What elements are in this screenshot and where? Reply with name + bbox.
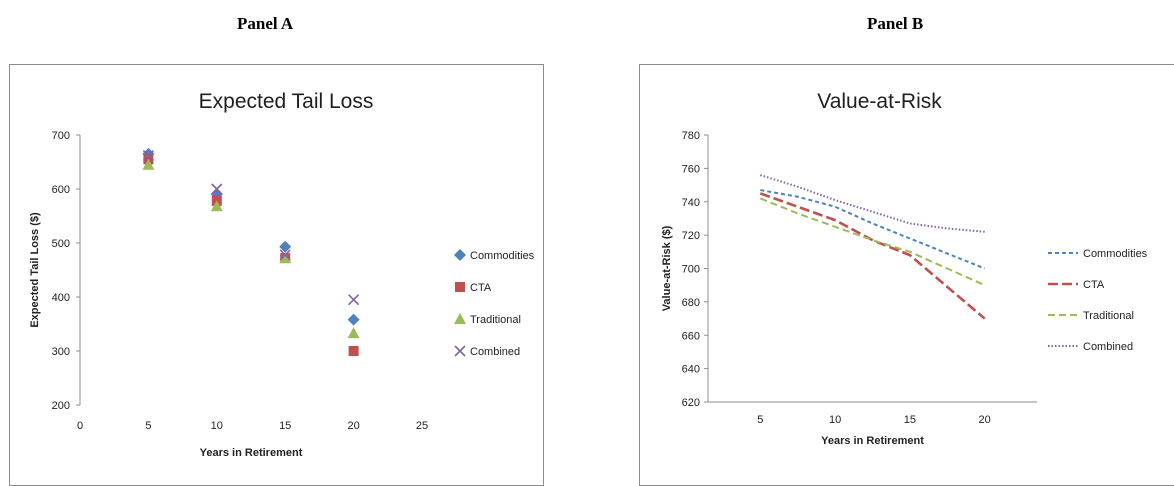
legend-label-traditional: Traditional: [1083, 310, 1134, 322]
x-tick-label: 0: [77, 420, 83, 432]
panel-a-label: Panel A: [237, 14, 294, 33]
etl-chart-svg: Expected Tail Loss 200 300 400 500 600 700 0 5 10…: [29, 90, 535, 459]
x-tick-label: 20: [347, 420, 359, 432]
legend-label-cta: CTA: [470, 282, 492, 294]
legend-label-cta: CTA: [1083, 279, 1105, 291]
y-tick-label: 600: [52, 184, 70, 196]
value-at-risk-chart: Value-at-Risk 620 640 660 680 700 720 740 760 780…: [639, 64, 1174, 486]
y-tick-label: 780: [682, 130, 700, 142]
x-tick-label: 5: [757, 414, 763, 426]
y-tick-label: 400: [52, 292, 70, 304]
series-line-cta: [759, 192, 986, 320]
data-point-traditional: [279, 252, 292, 264]
data-point-combined: [348, 294, 360, 306]
panel-b-label: Panel B: [867, 14, 924, 33]
legend-label-traditional: Traditional: [470, 314, 521, 326]
y-tick-label: 700: [52, 130, 70, 142]
y-tick-label: 740: [682, 197, 700, 209]
series-line-commodities: [760, 189, 986, 270]
legend-label-commodities: Commodities: [470, 250, 535, 262]
x-tick-label: 15: [279, 420, 291, 432]
y-tick-label: 640: [682, 364, 700, 376]
var-chart-svg: Value-at-Risk 620 640 660 680 700 720 740 760 780…: [661, 90, 1148, 447]
x-tick-label: 25: [416, 420, 428, 432]
expected-tail-loss-chart: Expected Tail Loss 200 300 400 500 600 700 0 5 10…: [9, 64, 544, 486]
y-tick-label: 660: [682, 330, 700, 342]
y-tick-label: 200: [52, 400, 70, 412]
y-tick-label: 300: [52, 346, 70, 358]
chart-title: Value-at-Risk: [817, 90, 942, 113]
y-tick-label: 680: [682, 297, 700, 309]
legend-marker-commodities: [454, 249, 466, 261]
legend-label-commodities: Commodities: [1083, 248, 1148, 260]
legend-label-combined: Combined: [1083, 341, 1133, 353]
y-tick-label: 620: [682, 397, 700, 409]
y-axis-title: Value-at-Risk ($): [661, 225, 673, 311]
x-axis-title: Years in Retirement: [821, 435, 924, 447]
data-point-traditional: [142, 158, 155, 170]
data-point-combined: [211, 183, 223, 195]
legend-marker-cta: [455, 282, 465, 292]
series-line-combined: [760, 174, 985, 233]
series-line-traditional: [759, 197, 986, 287]
data-point-cta: [348, 346, 359, 356]
y-axis-title: Expected Tail Loss ($): [29, 212, 41, 328]
y-tick-label: 700: [682, 264, 700, 276]
y-tick-label: 720: [682, 230, 700, 242]
x-tick-label: 10: [829, 414, 841, 426]
chart-title: Expected Tail Loss: [199, 90, 374, 113]
x-tick-label: 5: [145, 420, 151, 432]
y-tick-label: 760: [682, 163, 700, 175]
data-point-traditional: [210, 200, 223, 212]
data-point-commodities: [347, 313, 360, 326]
data-point-commodities: [279, 240, 292, 253]
x-tick-label: 20: [979, 414, 991, 426]
x-axis-title: Years in Retirement: [200, 447, 303, 459]
x-tick-label: 15: [904, 414, 916, 426]
data-point-traditional: [347, 327, 360, 339]
legend-marker-combined: [454, 345, 466, 357]
legend-marker-traditional: [454, 313, 466, 324]
y-tick-label: 500: [52, 238, 70, 250]
legend-label-combined: Combined: [470, 346, 520, 358]
data-point-combined: [142, 149, 154, 162]
data-point-combined: [279, 249, 291, 261]
x-tick-label: 10: [211, 420, 223, 432]
